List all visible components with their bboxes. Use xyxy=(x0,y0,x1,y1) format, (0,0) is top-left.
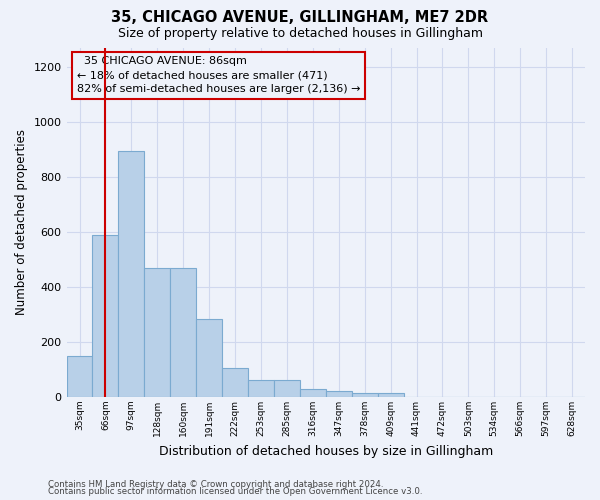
Text: Contains HM Land Registry data © Crown copyright and database right 2024.: Contains HM Land Registry data © Crown c… xyxy=(48,480,383,489)
Text: Size of property relative to detached houses in Gillingham: Size of property relative to detached ho… xyxy=(118,28,482,40)
Bar xyxy=(377,394,404,397)
Bar xyxy=(222,368,248,397)
Bar xyxy=(352,393,377,397)
Bar xyxy=(92,234,118,397)
Bar xyxy=(326,391,352,397)
Bar xyxy=(274,380,300,397)
X-axis label: Distribution of detached houses by size in Gillingham: Distribution of detached houses by size … xyxy=(158,444,493,458)
Bar xyxy=(145,268,170,397)
Y-axis label: Number of detached properties: Number of detached properties xyxy=(15,130,28,316)
Text: 35, CHICAGO AVENUE, GILLINGHAM, ME7 2DR: 35, CHICAGO AVENUE, GILLINGHAM, ME7 2DR xyxy=(112,10,488,25)
Text: Contains public sector information licensed under the Open Government Licence v3: Contains public sector information licen… xyxy=(48,487,422,496)
Bar xyxy=(67,356,92,397)
Bar xyxy=(196,318,222,397)
Bar xyxy=(248,380,274,397)
Bar xyxy=(170,268,196,397)
Bar xyxy=(118,150,145,397)
Text: 35 CHICAGO AVENUE: 86sqm
← 18% of detached houses are smaller (471)
82% of semi-: 35 CHICAGO AVENUE: 86sqm ← 18% of detach… xyxy=(77,56,361,94)
Bar xyxy=(300,390,326,397)
